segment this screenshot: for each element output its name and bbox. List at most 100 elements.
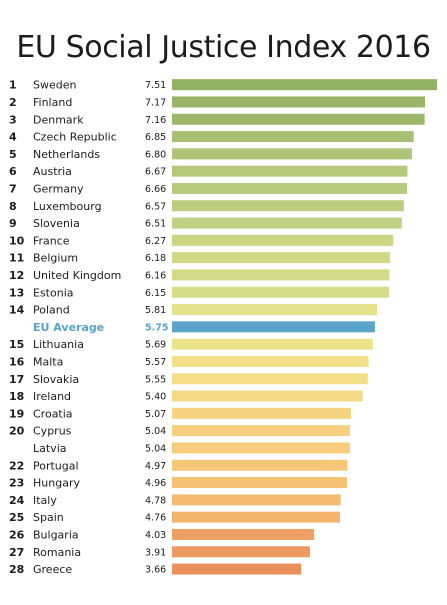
country-row: 12 United Kingdom 6.16 bbox=[9, 269, 390, 282]
value-label: 7.51 bbox=[145, 80, 166, 91]
bar bbox=[172, 390, 363, 402]
value-label: 7.17 bbox=[145, 97, 166, 108]
rank-label: 23 bbox=[9, 477, 24, 490]
rank-label: 12 bbox=[9, 269, 24, 282]
rank-label: 25 bbox=[9, 511, 24, 524]
value-label: 6.16 bbox=[145, 270, 166, 281]
eu-average-row: EU Average 5.75 bbox=[33, 321, 375, 334]
country-label: Ireland bbox=[33, 390, 71, 403]
value-label: 5.40 bbox=[145, 392, 166, 403]
country-row: 13 Estonia 6.15 bbox=[9, 286, 390, 299]
bar bbox=[172, 286, 390, 298]
rank-label: 8 bbox=[9, 200, 17, 213]
value-label: 4.03 bbox=[145, 530, 166, 541]
rank-label: 27 bbox=[9, 546, 24, 559]
bar bbox=[172, 494, 341, 506]
bar bbox=[172, 79, 437, 91]
value-label: 4.76 bbox=[145, 513, 166, 524]
rank-label: 28 bbox=[9, 563, 24, 576]
country-label: Lithuania bbox=[33, 338, 84, 351]
country-label: Latvia bbox=[33, 442, 67, 455]
bar bbox=[172, 148, 412, 160]
country-row: 24 Italy 4.78 bbox=[9, 494, 341, 507]
rank-label: 15 bbox=[9, 338, 24, 351]
country-label: United Kingdom bbox=[33, 269, 121, 282]
country-row: 22 Portugal 4.97 bbox=[9, 459, 348, 472]
country-label: Slovenia bbox=[33, 217, 80, 230]
value-label: 6.27 bbox=[145, 236, 166, 247]
country-label: Germany bbox=[33, 182, 84, 195]
bar bbox=[172, 252, 391, 264]
bar bbox=[172, 200, 404, 212]
value-label: 4.97 bbox=[145, 461, 166, 472]
rank-label: 11 bbox=[9, 252, 24, 265]
country-row: 16 Malta 5.57 bbox=[9, 355, 369, 368]
country-row: 27 Romania 3.91 bbox=[9, 546, 310, 559]
country-label: France bbox=[33, 234, 70, 247]
rank-label: 3 bbox=[9, 113, 17, 126]
bar bbox=[172, 546, 310, 558]
rank-label: 5 bbox=[9, 148, 17, 161]
country-label: Croatia bbox=[33, 407, 73, 420]
bar bbox=[172, 217, 402, 229]
country-row: 15 Lithuania 5.69 bbox=[9, 338, 373, 351]
bar bbox=[172, 131, 414, 143]
rank-label: 24 bbox=[9, 494, 25, 507]
bar bbox=[172, 459, 348, 471]
value-label: 4.96 bbox=[145, 478, 166, 489]
country-label: Italy bbox=[33, 494, 57, 507]
bar bbox=[172, 96, 426, 108]
country-label: Portugal bbox=[33, 459, 79, 472]
chart-title: EU Social Justice Index 2016 bbox=[16, 30, 431, 65]
rank-label: 19 bbox=[9, 407, 24, 420]
rank-label: 17 bbox=[9, 373, 24, 386]
country-row: 10 France 6.27 bbox=[9, 234, 394, 247]
eu-average-bar bbox=[172, 321, 375, 333]
value-label: 4.78 bbox=[145, 495, 166, 506]
bar bbox=[172, 113, 425, 125]
country-row: 4 Czech Republic 6.85 bbox=[9, 131, 414, 144]
country-row: 11 Belgium 6.18 bbox=[9, 252, 391, 265]
country-row: 19 Croatia 5.07 bbox=[9, 407, 351, 420]
bar bbox=[172, 355, 369, 367]
country-row: 14 Poland 5.81 bbox=[9, 304, 378, 317]
value-label: 6.15 bbox=[145, 288, 166, 299]
country-row: 23 Hungary 4.96 bbox=[9, 477, 348, 490]
rank-label: 18 bbox=[9, 390, 24, 403]
country-label: Hungary bbox=[33, 477, 80, 490]
rank-label: 2 bbox=[9, 96, 17, 109]
bar bbox=[172, 511, 340, 523]
bar bbox=[172, 563, 302, 575]
value-label: 6.18 bbox=[145, 253, 166, 264]
country-row: 2 Finland 7.17 bbox=[9, 96, 426, 109]
value-label: 5.07 bbox=[145, 409, 166, 420]
country-row: 5 Netherlands 6.80 bbox=[9, 148, 412, 161]
rank-label: 14 bbox=[9, 304, 25, 317]
bar bbox=[172, 477, 348, 489]
country-label: Malta bbox=[33, 355, 63, 368]
rank-label: 10 bbox=[9, 234, 25, 247]
bar bbox=[172, 182, 408, 194]
value-label: 5.75 bbox=[145, 322, 168, 333]
bar bbox=[172, 425, 350, 437]
country-label: EU Average bbox=[33, 321, 104, 334]
country-row: Latvia 5.04 bbox=[33, 442, 350, 455]
bar bbox=[172, 528, 315, 540]
value-label: 6.66 bbox=[145, 184, 166, 195]
bar bbox=[172, 234, 394, 246]
bar bbox=[172, 304, 378, 316]
bar bbox=[172, 165, 408, 177]
country-label: Spain bbox=[33, 511, 64, 524]
country-row: 6 Austria 6.67 bbox=[9, 165, 408, 178]
country-row: 25 Spain 4.76 bbox=[9, 511, 340, 524]
country-row: 20 Cyprus 5.04 bbox=[9, 425, 350, 438]
country-label: Estonia bbox=[33, 286, 74, 299]
bar bbox=[172, 442, 350, 454]
country-row: 17 Slovakia 5.55 bbox=[9, 373, 368, 386]
value-label: 7.16 bbox=[145, 115, 166, 126]
value-label: 6.57 bbox=[145, 201, 166, 212]
country-label: Poland bbox=[33, 304, 70, 317]
country-label: Finland bbox=[33, 96, 72, 109]
country-label: Netherlands bbox=[33, 148, 100, 161]
